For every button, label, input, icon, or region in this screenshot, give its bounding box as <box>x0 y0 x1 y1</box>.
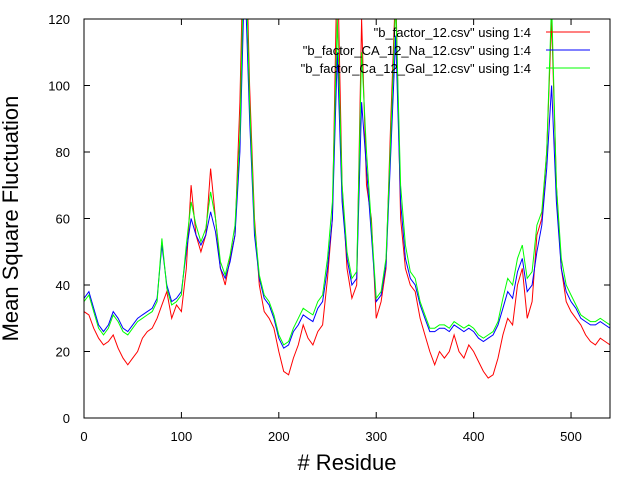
y-tick-label: 20 <box>56 345 70 360</box>
y-tick-label: 40 <box>56 278 70 293</box>
y-tick-label: 80 <box>56 145 70 160</box>
legend: "b_factor_12.csv" using 1:4 "b_factor_CA_… <box>301 25 590 76</box>
series-line-1 <box>84 19 610 379</box>
x-tick-label: 100 <box>171 429 193 444</box>
x-tick-label: 500 <box>560 429 582 444</box>
x-tick-label: 300 <box>365 429 387 444</box>
series-layer <box>84 19 610 379</box>
y-axis-title: Mean Square Fluctuation <box>0 96 23 342</box>
x-tick-label: 200 <box>268 429 290 444</box>
plot-frame <box>83 18 611 419</box>
y-tick-label: 0 <box>63 411 70 426</box>
legend-label-1: "b_factor_12.csv" using 1:4 <box>374 25 531 40</box>
x-tick-label: 400 <box>463 429 485 444</box>
x-tick-label: 0 <box>80 429 87 444</box>
y-tick-label: 120 <box>48 12 70 27</box>
ticks-layer: 0 100 200 300 400 500 0 20 40 60 80 100 120 <box>48 12 610 444</box>
series-line-2 <box>84 19 610 349</box>
series-line-3 <box>84 19 610 346</box>
x-axis-title: # Residue <box>297 450 396 475</box>
y-tick-label: 60 <box>56 212 70 227</box>
legend-label-2: "b_factor_CA_12_Na_12.csv" using 1:4 <box>303 43 531 58</box>
y-tick-label: 100 <box>48 79 70 94</box>
legend-label-3: "b_factor_Ca_12_Gal_12.csv" using 1:4 <box>301 61 531 76</box>
